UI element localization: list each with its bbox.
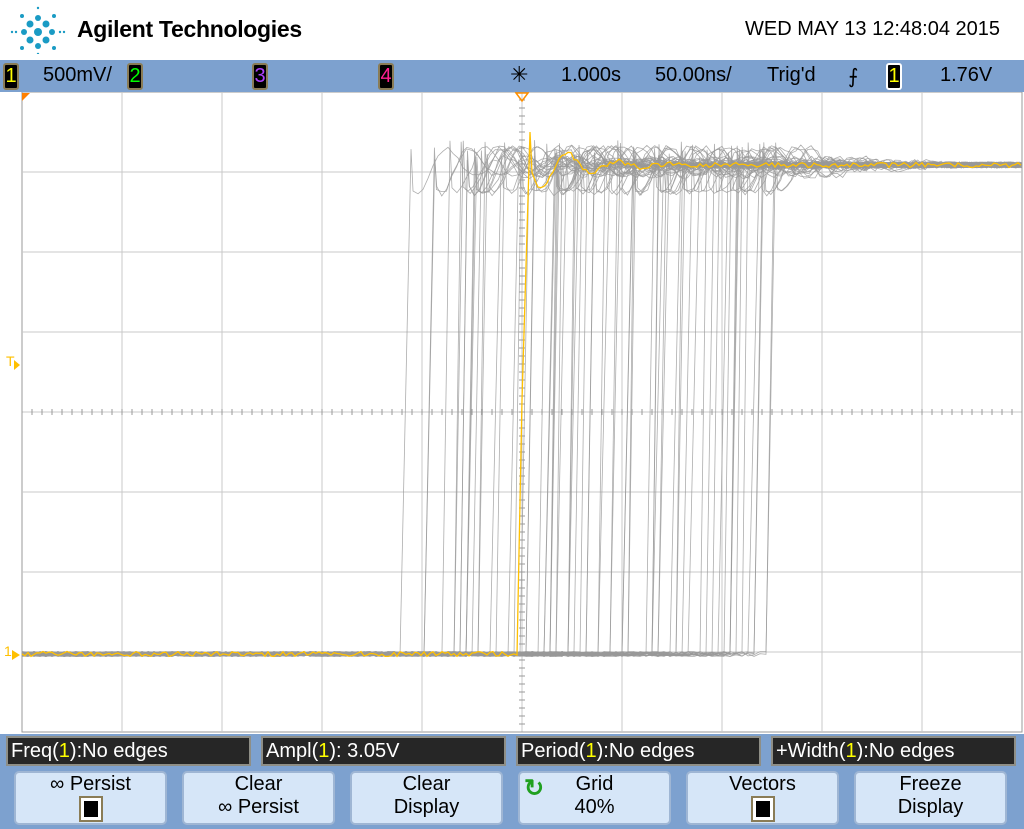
acquire-star-icon: ✳ <box>510 62 529 87</box>
channel-1-trace <box>21 131 1022 658</box>
meas-source: 1 <box>585 740 597 762</box>
date-time: WED MAY 13 12:48:04 2015 <box>745 18 1000 40</box>
meas-name: +Width <box>776 740 839 762</box>
softkey-sublabel: ∞ Persist <box>218 796 299 818</box>
softkey-label: Clear <box>234 773 283 795</box>
header: Agilent Technologies WED MAY 13 12:48:04… <box>0 0 1024 60</box>
delay-value[interactable]: 1.000s <box>561 64 622 86</box>
trigger-position-marker <box>514 92 530 103</box>
softkey-persist-button[interactable]: ∞ Persist <box>14 771 167 825</box>
meas-source: 1 <box>318 740 330 762</box>
measurement-plus-width: +Width(1):No edges <box>771 736 1016 766</box>
channel-1-badge[interactable]: 1 <box>3 63 19 90</box>
live-trace <box>21 131 1022 658</box>
rotate-knob-icon: ↻ <box>524 775 545 802</box>
softkey-clear-persist-button[interactable]: Clear ∞ Persist <box>182 771 335 825</box>
meas-source: 1 <box>58 740 70 762</box>
softkey-label: Vectors <box>729 773 796 795</box>
softkey-sublabel: Display <box>393 796 460 818</box>
softkey-grid-40-button[interactable]: ↻ Grid 40% <box>518 771 671 825</box>
measurement-freq: Freq(1):No edges <box>6 736 251 766</box>
meas-source: 1 <box>845 740 857 762</box>
measurement-ampl: Ampl(1): 3.05V <box>261 736 506 766</box>
meas-name: Freq <box>11 740 53 762</box>
agilent-spark-logo-icon <box>10 6 66 54</box>
measurement-period: Period(1):No edges <box>516 736 761 766</box>
waveform-display[interactable]: T 1 <box>0 92 1024 734</box>
status-bar: 1 500mV/ 2 3 4 ✳ 1.000s 50.00ns/ Trig'd … <box>0 60 1024 92</box>
channel-4-badge[interactable]: 4 <box>378 63 394 90</box>
softkey-label: Freeze <box>899 773 962 795</box>
markers: T 1 <box>4 92 530 660</box>
softkey-freeze-display-button[interactable]: Freeze Display <box>854 771 1007 825</box>
trigger-source-badge[interactable]: 1 <box>886 63 902 90</box>
softkey-vectors-button[interactable]: Vectors <box>686 771 839 825</box>
trigger-status: Trig'd <box>767 64 816 86</box>
meas-value: :No edges <box>603 740 695 762</box>
time-reference-marker <box>22 93 30 101</box>
ground-arrow <box>12 650 20 660</box>
ground-marker: 1 <box>4 643 12 659</box>
channel-2-badge[interactable]: 2 <box>127 63 143 90</box>
softkey-label: Grid <box>575 773 614 795</box>
timebase-value[interactable]: 50.00ns/ <box>655 64 732 86</box>
softkey-label: ∞ Persist <box>50 773 131 795</box>
meas-value: : 3.05V <box>336 740 400 762</box>
checkbox[interactable] <box>78 796 103 822</box>
meas-value: :No edges <box>863 740 955 762</box>
meas-value: :No edges <box>76 740 168 762</box>
channel-3-badge[interactable]: 3 <box>252 63 268 90</box>
softkey-sublabel: Display <box>897 796 964 818</box>
trigger-level-marker: T <box>6 353 15 369</box>
brand-name: Agilent Technologies <box>77 16 302 42</box>
checkbox[interactable] <box>750 796 775 822</box>
softkey-clear-display-button[interactable]: Clear Display <box>350 771 503 825</box>
softkey-sublabel: 40% <box>574 796 615 818</box>
trigger-level-arrow <box>14 360 20 370</box>
softkey-label: Clear <box>402 773 451 795</box>
softkey-panel: Freq(1):No edges Ampl(1): 3.05V Period(1):… <box>0 734 1024 829</box>
meas-name: Ampl <box>266 740 312 762</box>
channel-1-scale[interactable]: 500mV/ <box>43 64 112 86</box>
meas-name: Period <box>521 740 579 762</box>
rising-edge-icon: ⨍ <box>848 66 859 88</box>
trigger-level[interactable]: 1.76V <box>940 64 993 86</box>
